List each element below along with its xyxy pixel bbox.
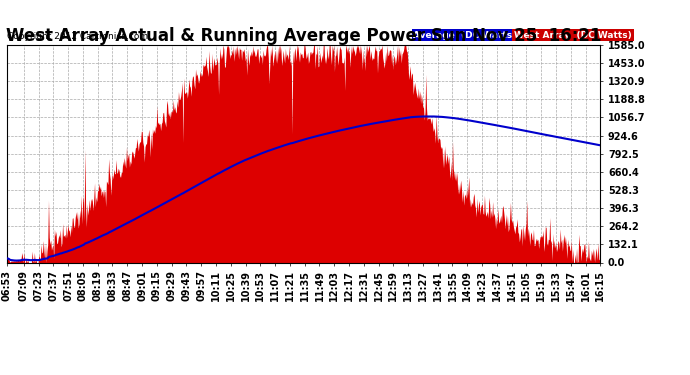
Title: West Array Actual & Running Average Power Sun Nov 25  16:21: West Array Actual & Running Average Powe… [6, 27, 602, 45]
Text: Copyright 2012 Cartronics.com: Copyright 2012 Cartronics.com [7, 32, 148, 40]
Text: Average  (DC Watts): Average (DC Watts) [413, 31, 517, 40]
Text: West Array  (DC Watts): West Array (DC Watts) [514, 31, 632, 40]
